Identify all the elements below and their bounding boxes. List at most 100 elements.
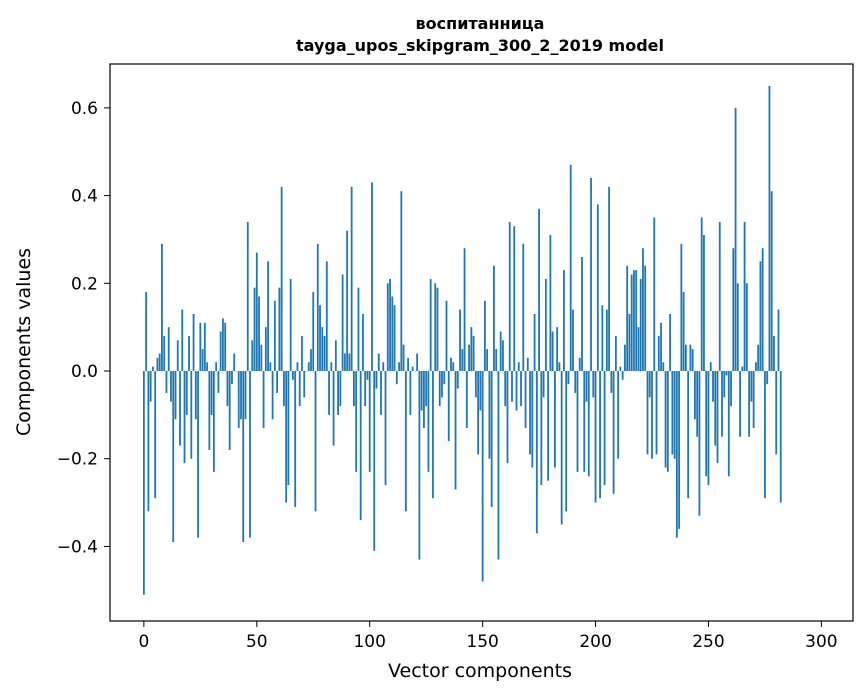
bar [626,265,629,372]
bar [556,327,559,372]
bar [183,371,186,464]
bar [759,261,762,372]
bar [474,371,477,398]
bar [357,287,360,372]
bar [445,300,448,371]
bar [585,371,588,402]
bar [599,371,601,499]
bar [736,283,739,372]
bar [718,221,721,372]
bar [192,313,195,372]
bar [470,327,473,372]
bar [490,371,493,507]
y-tick-label: 0.0 [71,362,98,382]
bar [635,270,638,371]
bar [610,371,613,393]
bar [547,371,550,481]
bar [398,362,400,372]
bar [145,292,148,371]
bar [581,256,583,372]
bar [513,226,516,372]
bar [423,371,425,429]
bar [730,371,732,407]
bar [754,362,757,372]
bar [176,340,179,372]
bar [307,362,310,372]
bar [395,371,398,385]
bar [172,371,175,543]
bar [619,366,622,372]
bar [224,322,227,371]
bar [310,349,312,372]
bar [190,371,193,459]
bar [373,371,376,551]
bar [271,371,274,420]
bar [251,340,254,372]
bar [325,261,328,372]
bar [506,371,509,464]
bar [292,371,294,380]
bar [337,371,339,415]
bar [237,371,240,429]
bar [149,371,152,402]
bar [242,371,245,543]
bar [314,371,317,512]
bar [407,357,410,372]
chart-subtitle: tayga_upos_skipgram_300_2_2019 model [296,36,664,55]
bar [465,371,468,429]
bar [743,221,746,372]
bar [343,353,346,371]
x-tick-label: 0 [138,632,149,652]
bar [479,371,482,411]
bar [206,362,209,372]
bar [590,178,592,372]
bar [522,243,525,372]
bar [696,371,699,437]
bar [380,371,382,415]
bar [739,371,741,437]
bar [203,322,206,371]
bar [280,186,283,371]
bar [748,371,751,437]
bar [495,349,498,372]
bar [212,371,215,472]
bar [700,217,703,371]
bar [603,371,606,486]
bar [741,366,744,372]
bar [420,371,423,411]
bar [269,362,272,372]
bar [215,362,218,372]
bar [188,335,190,372]
bar [244,371,247,420]
bar [628,313,631,372]
bar [526,357,529,372]
bar [691,349,694,372]
bar [515,371,518,411]
bar [569,164,572,371]
bar [633,270,635,371]
bar [201,349,204,372]
bar [601,305,604,372]
bar [768,85,771,372]
bar [698,371,701,516]
bar [544,278,547,372]
bar [662,362,665,372]
bar [404,371,407,512]
bar [517,362,520,372]
bar [705,371,708,477]
bar [770,191,773,372]
bar [170,371,172,402]
bar [276,371,279,393]
bar [563,270,565,371]
bar [592,371,595,398]
bar [669,313,671,372]
bar [296,362,299,372]
bar [454,371,457,490]
bar [504,371,507,407]
bar [154,371,157,499]
bar [540,371,543,486]
bar [642,248,644,371]
x-tick-label: 150 [466,632,498,652]
bar [432,371,434,499]
bar [441,371,443,398]
